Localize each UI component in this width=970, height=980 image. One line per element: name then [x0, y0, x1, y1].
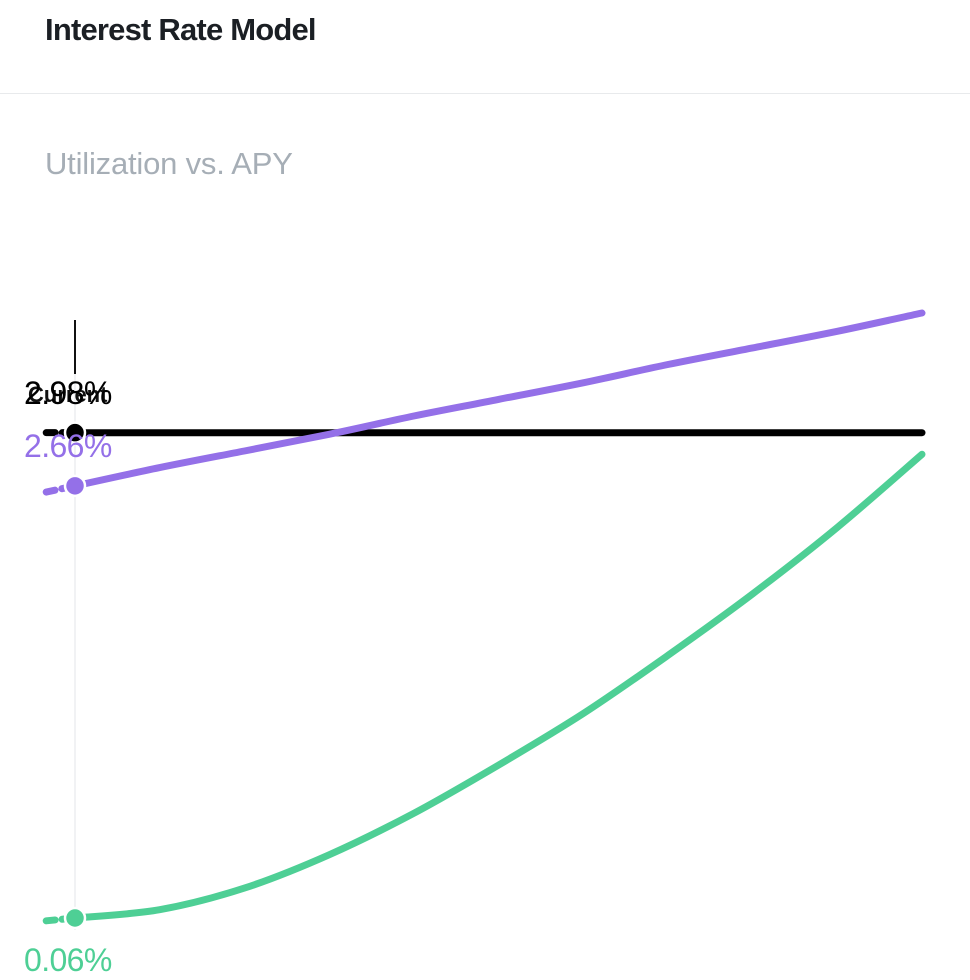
current-marker-label: Current — [28, 382, 108, 407]
series-layer — [42, 309, 926, 930]
current-rate-point[interactable] — [63, 421, 87, 444]
borrow-rate-line[interactable] — [71, 309, 926, 490]
card-header: Interest Rate Model — [0, 0, 970, 94]
borrow-rate-point[interactable] — [63, 474, 87, 498]
supply-rate-point[interactable] — [63, 906, 87, 930]
current-rate-value-label: 2.98% — [24, 374, 112, 411]
card-title: Interest Rate Model — [45, 12, 317, 47]
borrow-rate-value-label: 2.66% — [24, 427, 112, 464]
chart-subtitle: Utilization vs. APY — [45, 146, 293, 181]
supply-rate-line[interactable] — [71, 450, 926, 922]
supply-rate-value-label: 0.06% — [24, 942, 112, 978]
